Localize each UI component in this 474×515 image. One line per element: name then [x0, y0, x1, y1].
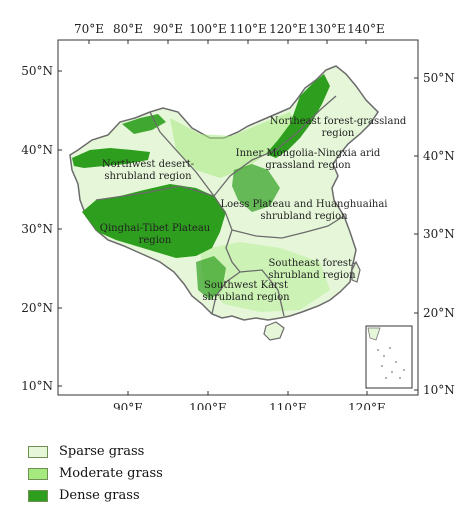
region-label: Southwest Karst shrubland region — [202, 280, 290, 303]
region-label-line: Northwest desert- — [102, 159, 194, 170]
dense-grass-yunnan — [196, 256, 226, 300]
region-label: Qinghai-Tibet Plateau region — [100, 223, 211, 246]
region-label-line: shrubland region — [260, 211, 348, 222]
region-label-line: shrubland region — [202, 292, 290, 303]
region-label-line: Northeast forest-grassland — [270, 116, 407, 127]
moderate-grass-south — [200, 242, 330, 312]
bottom-tick-label: 90°E — [113, 401, 143, 410]
region-label-line: shrubland region — [268, 270, 356, 281]
top-tick-label: 90°E — [153, 22, 183, 36]
right-tick-label: 40°N — [423, 149, 455, 163]
region-label-line: region — [322, 128, 355, 139]
sparse-grass-swatch — [28, 446, 48, 458]
dense-grass-loess — [232, 164, 280, 212]
right-tick-label: 10°N — [423, 383, 455, 397]
region-label: Southeast forest-shrubland region — [268, 258, 356, 281]
region-label-line: grassland region — [265, 160, 351, 171]
dense-grass-altai — [122, 114, 166, 134]
region-label-line: Southwest Karst — [204, 280, 288, 291]
dense-grass-tibet — [82, 184, 226, 258]
bottom-tick-label: 120°E — [348, 401, 386, 410]
taiwan-island — [351, 260, 361, 283]
legend-label-dense: Dense grass — [59, 488, 140, 503]
legend-item-sparse: Sparse grass — [28, 443, 328, 465]
region-label-line: Southeast forest- — [269, 258, 356, 269]
dense-grass-tianshan — [72, 148, 150, 168]
right-tick-label: 30°N — [423, 227, 455, 241]
legend-item-dense: Dense grass — [28, 487, 328, 509]
right-tick-label: 50°N — [423, 71, 455, 85]
bottom-tick-label: 110°E — [269, 401, 307, 410]
dense-grass-inner-mongolia — [266, 74, 330, 158]
dense-grass-swatch — [28, 490, 48, 502]
region-label-line: region — [139, 235, 172, 246]
grassland-map: 70°E 80°E 90°E 100°E 110°E 120°E 130°E 140°E 90… — [21, 22, 455, 410]
bottom-tick-label: 100°E — [189, 401, 227, 410]
left-tick-label: 50°N — [21, 64, 53, 78]
legend-label-sparse: Sparse grass — [59, 444, 145, 459]
left-tick-label: 30°N — [21, 222, 53, 236]
top-tick-label: 130°E — [308, 22, 346, 36]
top-tick-label: 140°E — [347, 22, 385, 36]
legend-label-moderate: Moderate grass — [59, 466, 163, 481]
top-tick-label: 80°E — [113, 22, 143, 36]
moderate-grass-swatch — [28, 468, 48, 480]
inset-islands — [367, 327, 405, 379]
top-tick-label: 120°E — [269, 22, 307, 36]
region-label: Loess Plateau and Huanghuaihai shrubland … — [220, 199, 387, 222]
legend: Sparse grass Moderate grass Dense grass — [28, 443, 328, 509]
region-label: Northwest desert-shrubland region — [102, 159, 194, 182]
left-tick-label: 40°N — [21, 143, 53, 157]
region-label-line: Loess Plateau and Huanghuaihai — [220, 199, 387, 210]
top-tick-label: 100°E — [189, 22, 227, 36]
left-tick-label: 20°N — [21, 301, 53, 315]
left-tick-label: 10°N — [21, 379, 53, 393]
region-label-line: Qinghai-Tibet Plateau — [100, 223, 211, 234]
region-label-line: Inner Mongolia-Ningxia arid — [236, 148, 381, 159]
top-tick-label: 110°E — [229, 22, 267, 36]
right-tick-label: 20°N — [423, 306, 455, 320]
hainan-island — [263, 321, 285, 341]
top-tick-label: 70°E — [74, 22, 104, 36]
region-label: Inner Mongolia-Ningxia arid grassland reg… — [236, 148, 381, 171]
region-boundaries — [95, 95, 345, 317]
moderate-grass-north — [170, 112, 298, 178]
legend-item-moderate: Moderate grass — [28, 465, 328, 487]
region-label-line: shrubland region — [104, 171, 192, 182]
region-label: Northeast forest-grassland region — [270, 116, 407, 139]
